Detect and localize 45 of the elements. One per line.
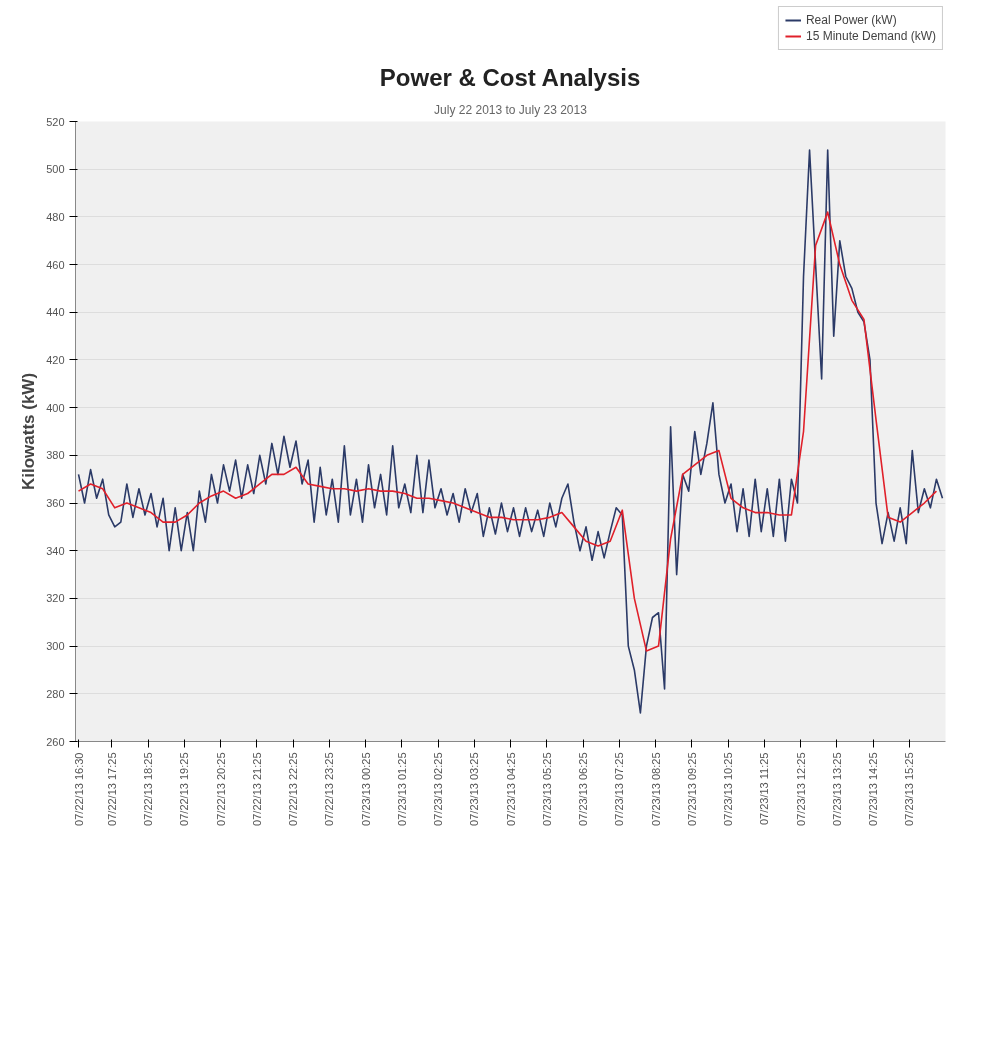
x-tick-label: 07/23/13 05:25: [540, 752, 553, 826]
x-tick-label: 07/23/13 12:25: [794, 752, 807, 826]
x-tick-label: 07/22/13 23:25: [323, 752, 336, 826]
line-series: [77, 149, 944, 714]
x-tick-label: 07/23/13 15:25: [903, 752, 916, 826]
x-tick-label: 07/22/13 22:25: [287, 752, 299, 826]
y-tick-label: 460: [46, 258, 65, 271]
x-tick-label: 07/23/13 10:25: [722, 752, 734, 826]
x-tick-label: 07/22/13 17:25: [105, 752, 118, 826]
y-tick-label: 280: [46, 687, 65, 700]
x-tick-label: 07/23/13 03:25: [468, 752, 481, 826]
x-tick-label: 07/22/13 21:25: [250, 752, 263, 826]
y-tick-label: 300: [46, 640, 65, 653]
y-tick-label: 440: [46, 306, 65, 319]
x-tick-label: 07/22/13 18:25: [142, 752, 154, 826]
y-tick-label: 320: [46, 592, 65, 605]
chart-subtitle: July 22 2013 to July 23 2013: [434, 102, 588, 117]
chart-title: Power & Cost Analysis: [379, 63, 641, 91]
x-tick-label: 07/23/13 07:25: [613, 752, 626, 826]
x-tick-label: 07/23/13 04:25: [504, 752, 517, 826]
x-tick-label: 07/23/13 06:25: [577, 752, 589, 826]
y-axis-title: Kilowatts (kW): [19, 372, 39, 491]
y-tick-label: 260: [46, 735, 65, 748]
y-tick-label: 480: [46, 210, 65, 223]
x-tick-label: 07/23/13 01:25: [395, 752, 408, 826]
x-tick-label: 07/23/13 11:25: [758, 752, 771, 826]
y-tick-label: 340: [46, 544, 65, 557]
x-tick-label: 07/23/13 00:25: [359, 752, 372, 826]
x-tick-label: 07/23/13 08:25: [649, 752, 662, 826]
x-tick-label: 07/23/13 09:25: [685, 752, 698, 826]
x-tick-label: 07/22/13 19:25: [178, 752, 191, 826]
x-tick-label: 07/23/13 13:25: [830, 752, 843, 826]
line-series: [77, 211, 938, 652]
x-tick-label: 07/22/13 16:30: [72, 752, 85, 826]
x-tick-label: 07/22/13 20:25: [214, 752, 227, 826]
x-tick-label: 07/23/13 14:25: [867, 752, 879, 826]
y-tick-label: 500: [46, 163, 65, 176]
y-tick-label: 520: [46, 115, 65, 128]
x-tick-label: 07/23/13 02:25: [432, 752, 444, 826]
y-tick-label: 380: [46, 449, 65, 462]
y-tick-label: 400: [46, 401, 65, 414]
y-tick-label: 360: [46, 497, 65, 510]
legend-label: Real Power (kW): [805, 13, 897, 27]
legend-label: 15 Minute Demand (kW): [805, 29, 936, 43]
y-tick-label: 420: [46, 353, 65, 366]
